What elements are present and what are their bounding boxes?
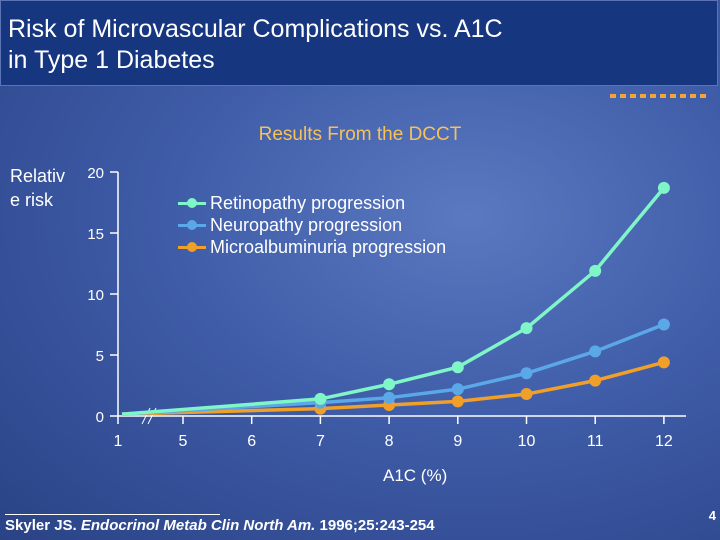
data-point [657, 181, 670, 194]
x-tick-label: 5 [179, 433, 188, 450]
data-point [520, 322, 533, 335]
data-point [589, 374, 602, 387]
data-point [451, 383, 464, 396]
y-tick-label: 15 [87, 226, 104, 243]
legend-item-neuropathy: Neuropathy progression [178, 214, 446, 236]
y-tick-label: 10 [87, 287, 104, 304]
legend-label: Microalbuminuria progression [210, 236, 447, 257]
data-point [451, 395, 464, 408]
legend-swatch [178, 197, 206, 208]
data-point [589, 345, 602, 358]
legend-swatch [178, 241, 206, 252]
x-tick-label: 7 [316, 433, 325, 450]
data-point [589, 264, 602, 277]
legend-swatch [178, 219, 206, 230]
chart-legend: Retinopathy progression Neuropathy progr… [178, 192, 446, 258]
x-tick-label: 11 [587, 433, 604, 450]
y-tick-label: 5 [96, 348, 104, 365]
data-point [520, 367, 533, 380]
x-tick-label: 8 [385, 433, 394, 450]
x-tick-label: 12 [655, 433, 673, 450]
legend-item-microalbuminuria: Microalbuminuria progression [178, 236, 446, 258]
title-divider-dots [610, 94, 710, 98]
x-tick-label: 1 [114, 433, 123, 450]
y-axis-label: Relative risk [10, 166, 66, 210]
chart-title: Results From the DCCT [258, 124, 462, 145]
citation-divider [5, 514, 220, 515]
title-bar: Risk of Microvascular Complications vs. … [0, 0, 718, 86]
citation-journal: Endocrinol Metab Clin North Am. [80, 517, 316, 534]
data-point [383, 378, 396, 391]
legend-label: Neuropathy progression [210, 214, 403, 235]
legend-item-retinopathy: Retinopathy progression [178, 192, 446, 214]
data-point [451, 361, 464, 374]
slide-title: Risk of Microvascular Complications vs. … [8, 15, 503, 74]
y-tick-label: 20 [87, 165, 104, 182]
citation-details: 1996;25:243-254 [315, 517, 435, 534]
x-axis-label: A1C (%) [383, 466, 448, 485]
data-point [314, 392, 327, 405]
data-point [657, 356, 670, 369]
citation-authors: Skyler JS. [5, 517, 81, 534]
y-tick-label: 0 [96, 409, 104, 426]
data-point [520, 388, 533, 401]
legend-label: Retinopathy progression [210, 192, 406, 213]
x-tick-label: 6 [247, 433, 256, 450]
data-point [657, 318, 670, 331]
citation: Skyler JS. Endocrinol Metab Clin North A… [5, 517, 435, 534]
data-point [383, 391, 396, 404]
x-tick-label: 10 [518, 433, 536, 450]
x-tick-label: 9 [453, 433, 462, 450]
page-number: 4 [708, 508, 716, 523]
